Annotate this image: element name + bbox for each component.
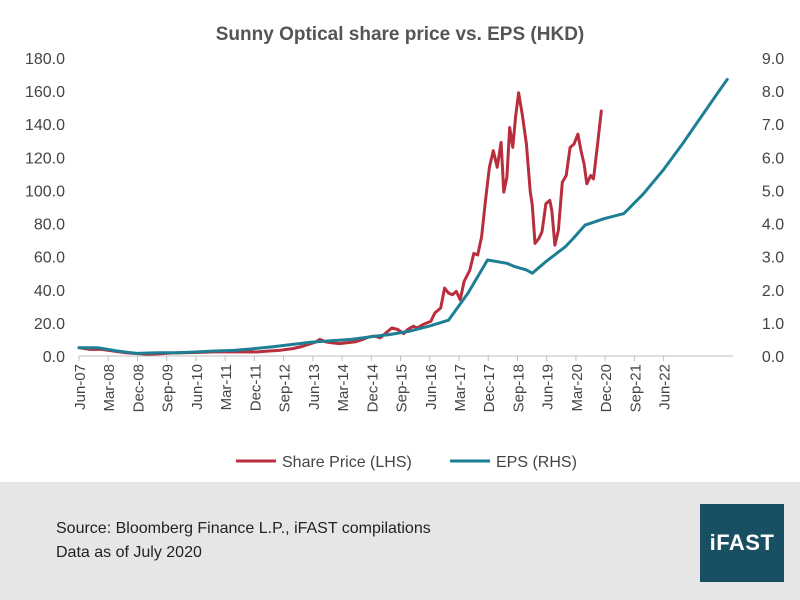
x-tick-label: Dec-08 [130, 364, 147, 412]
x-tick-label: Dec-11 [247, 364, 264, 411]
y-right-tick-label: 2.0 [762, 283, 784, 300]
data-date-text: Data as of July 2020 [56, 544, 202, 561]
x-tick-label: Sep-12 [277, 364, 294, 412]
x-tick-label: Mar-11 [218, 364, 235, 410]
y-right-tick-label: 7.0 [762, 117, 784, 134]
x-tick-label: Jun-19 [540, 364, 557, 410]
x-tick-label: Jun-13 [306, 364, 323, 410]
y-right-tick-label: 5.0 [762, 183, 784, 200]
chart-area: Sunny Optical share price vs. EPS (HKD) 0… [24, 24, 785, 471]
x-tick-label: Sep-09 [160, 364, 177, 412]
y-left-tick-label: 120.0 [25, 150, 65, 167]
chart-svg: Sunny Optical share price vs. EPS (HKD) 0… [25, 24, 784, 471]
x-tick-label: Jun-07 [72, 364, 89, 410]
y-right-tick-label: 4.0 [762, 217, 784, 234]
y-left-tick-label: 40.0 [34, 283, 65, 300]
share-price-line [77, 91, 603, 356]
x-tick-label: Dec-17 [481, 364, 498, 412]
footer: Source: Bloomberg Finance L.P., iFAST co… [0, 482, 800, 600]
y-left-tick-label: 160.0 [25, 84, 65, 101]
eps-line [77, 78, 729, 355]
y-right-tick-label: 0.0 [762, 349, 784, 366]
x-tick-label: Mar-20 [569, 364, 586, 412]
y-left-tick-label: 20.0 [34, 316, 65, 333]
x-tick-label: Mar-14 [335, 364, 352, 412]
y-left-tick-label: 0.0 [43, 349, 65, 366]
x-tick-label: Sep-21 [627, 364, 644, 412]
x-tick-label: Sep-18 [510, 364, 527, 412]
x-tick-label: Mar-17 [452, 364, 469, 412]
y-left-tick-label: 60.0 [34, 250, 65, 267]
legend-share-price-label: Share Price (LHS) [282, 454, 412, 471]
y-right-tick-label: 3.0 [762, 250, 784, 267]
y-left-tick-label: 80.0 [34, 217, 65, 234]
y-right-tick-label: 9.0 [762, 51, 784, 68]
x-tick-label: Jun-16 [423, 364, 440, 410]
x-tick-label: Dec-20 [598, 364, 615, 412]
y-left-tick-label: 140.0 [25, 117, 65, 134]
y-left-tick-label: 100.0 [25, 183, 65, 200]
x-tick-label: Dec-14 [364, 364, 381, 412]
legend-eps-label: EPS (RHS) [496, 454, 577, 471]
chart-title: Sunny Optical share price vs. EPS (HKD) [216, 24, 585, 45]
y-right-tick-label: 1.0 [762, 316, 784, 333]
y-right-tick-label: 8.0 [762, 84, 784, 101]
x-tick-label: Jun-22 [657, 364, 674, 410]
y-left-tick-label: 180.0 [25, 51, 65, 68]
x-tick-label: Mar-08 [101, 364, 118, 412]
y-right-tick-label: 6.0 [762, 150, 784, 167]
x-tick-label: Sep-15 [394, 364, 411, 412]
source-text: Source: Bloomberg Finance L.P., iFAST co… [56, 520, 431, 537]
x-tick-label: Jun-10 [189, 364, 206, 410]
ifast-logo: iFAST [700, 504, 784, 582]
